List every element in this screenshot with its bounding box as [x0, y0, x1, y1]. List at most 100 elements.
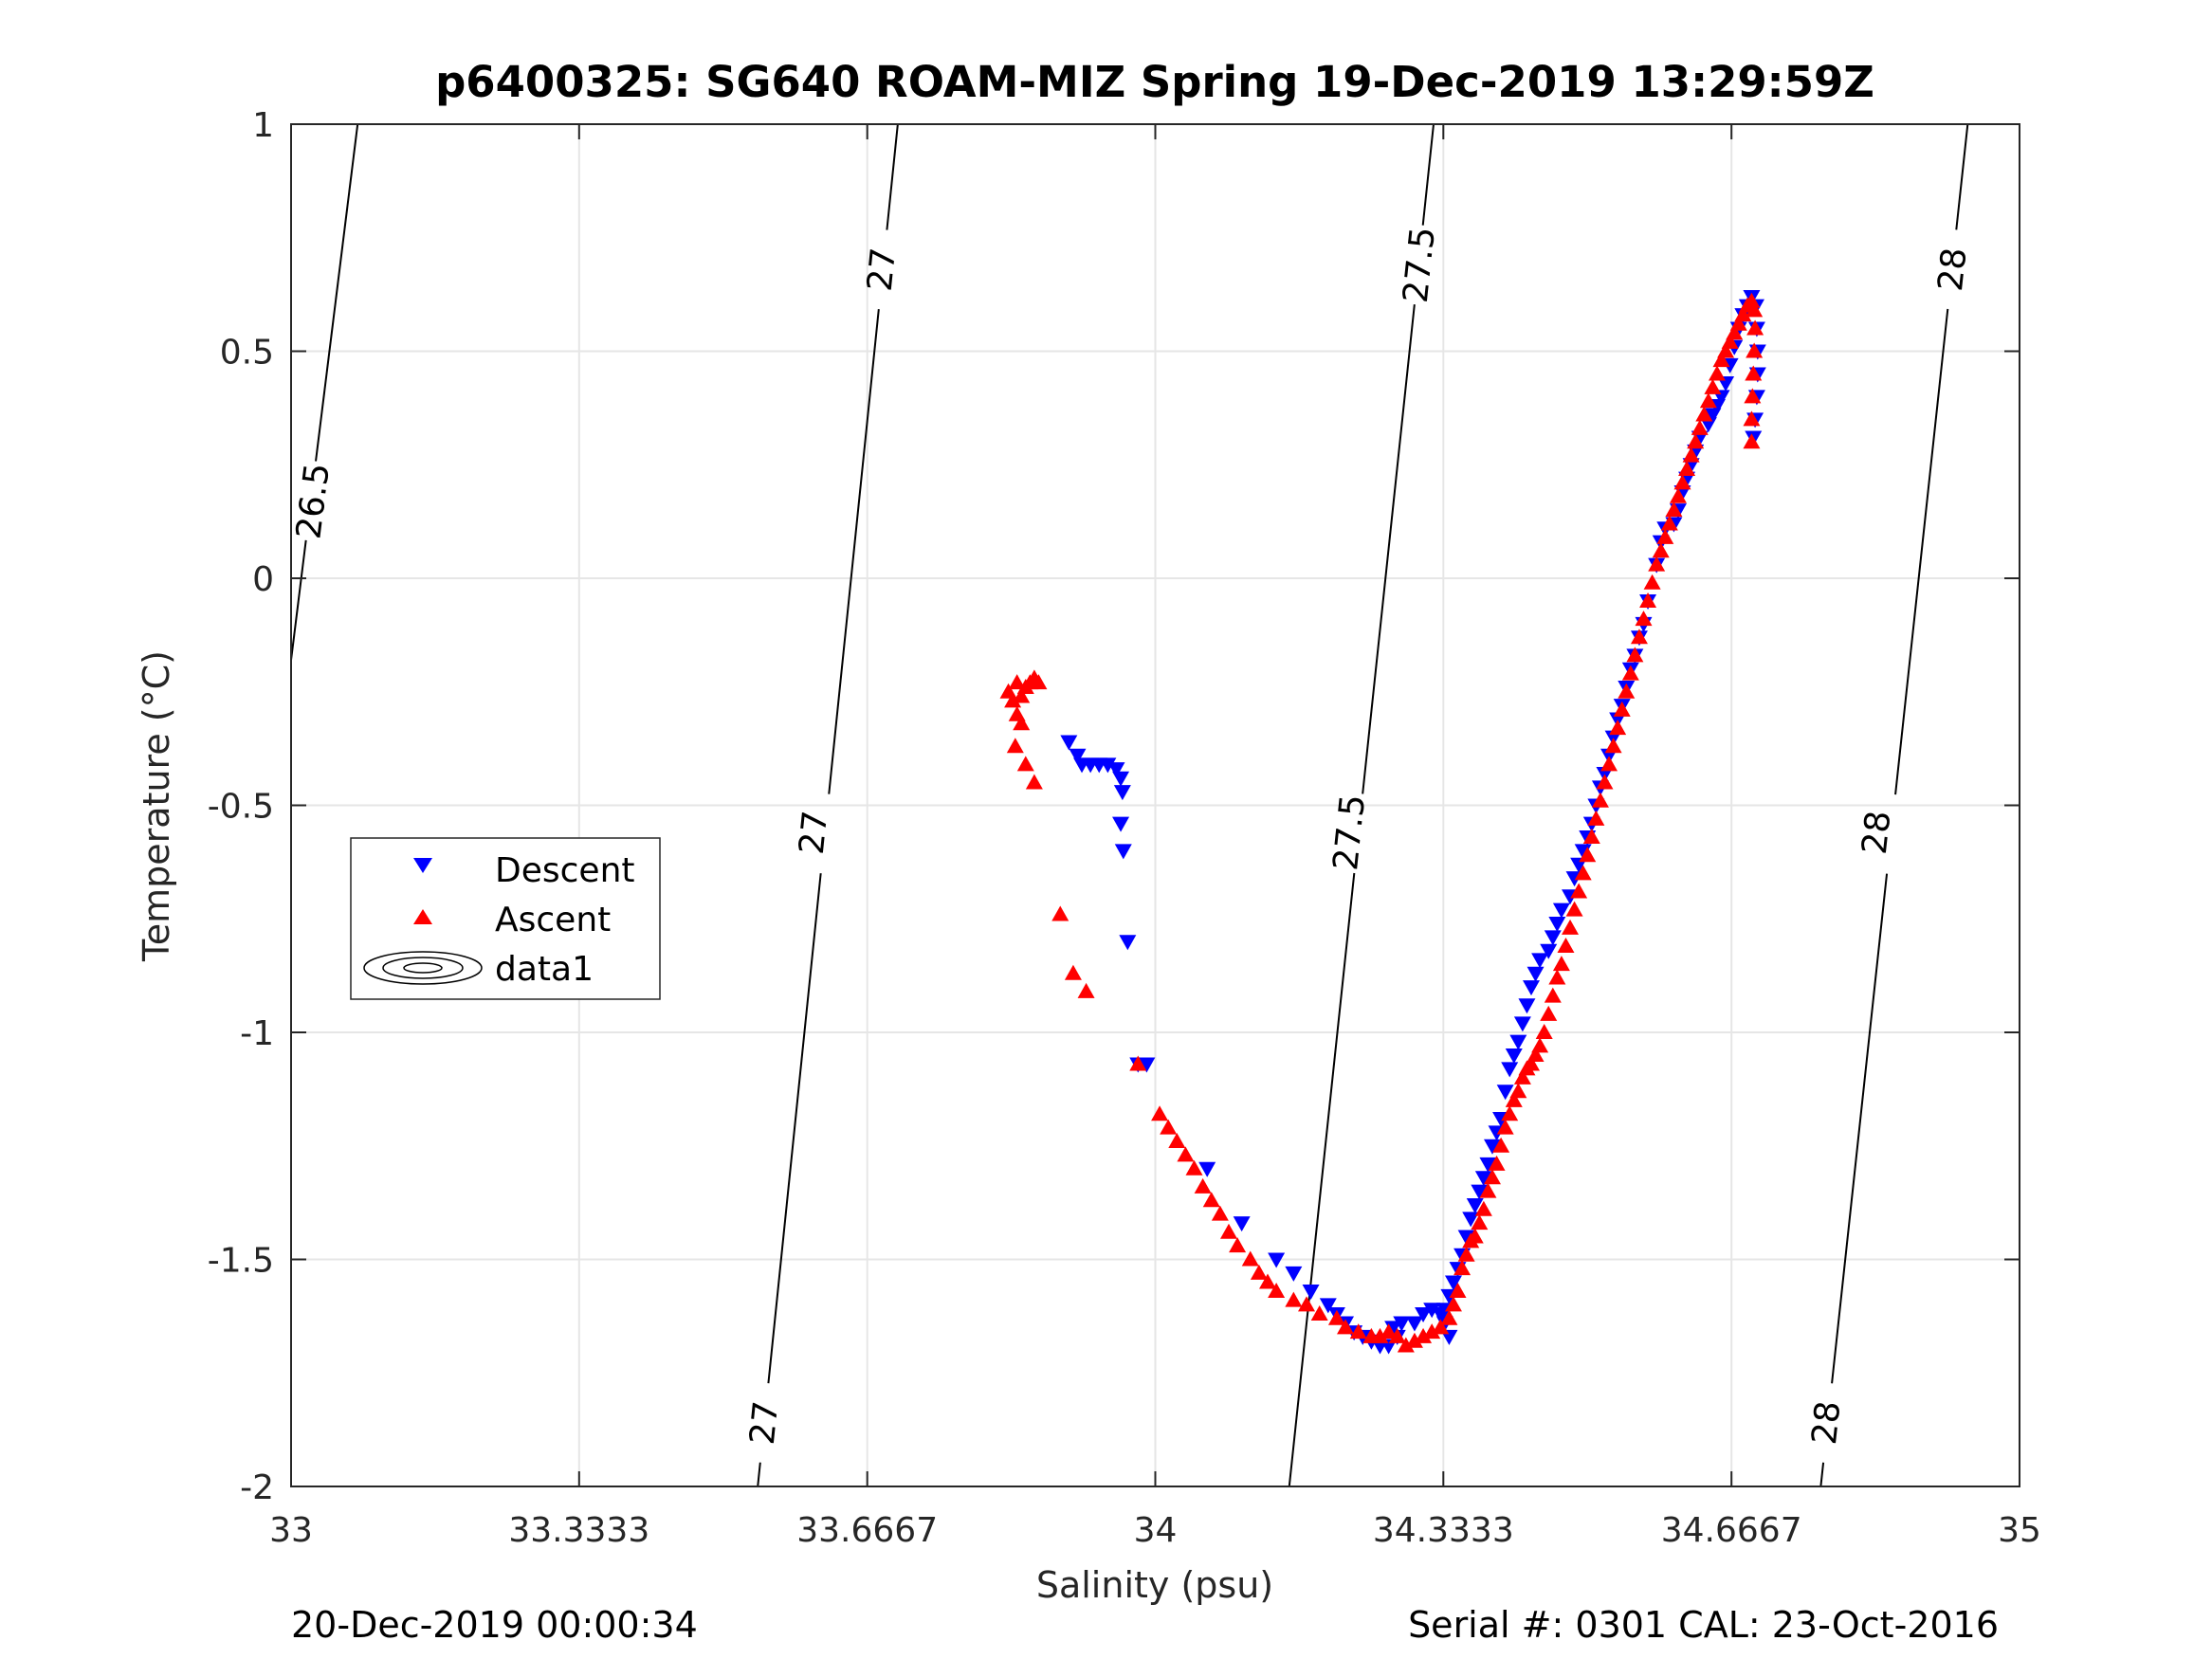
ascent-point: [1579, 847, 1597, 863]
ascent-point: [1241, 1250, 1259, 1267]
ascent-point: [1004, 692, 1022, 708]
ascent-point: [1691, 419, 1709, 435]
ascent-point: [1695, 406, 1713, 422]
x-tick-label: 34.6667: [1661, 1511, 1802, 1550]
descent-point: [1060, 735, 1078, 751]
descent-point: [1544, 930, 1562, 946]
ascent-point: [1471, 1214, 1489, 1231]
density-contours: 26.5 27 27 27 27.5 27.5 28 28 28: [289, 123, 1975, 1487]
isopycnal-line: [1819, 1462, 1825, 1487]
ascent-point: [1626, 647, 1644, 663]
ascent-point: [1639, 592, 1657, 608]
ascent-point: [1466, 1228, 1484, 1244]
ascent-point: [1743, 292, 1761, 308]
isopycnal-label: 27: [743, 1399, 786, 1447]
ascent-point: [1582, 829, 1600, 845]
ascent-point: [1025, 774, 1043, 790]
ascent-point: [1721, 333, 1739, 349]
ascent-point: [1013, 687, 1031, 703]
descent-point: [1479, 1157, 1497, 1173]
isopycnal-line: [290, 539, 307, 661]
x-tick-label: 33.6667: [796, 1511, 938, 1550]
descent-point: [1496, 1085, 1514, 1101]
descent-point: [1444, 1275, 1462, 1291]
ascent-point: [1621, 665, 1639, 681]
x-tick-label: 35: [1998, 1511, 2041, 1550]
ascent-point: [1177, 1146, 1195, 1162]
ascent-point: [1743, 433, 1761, 449]
ascent-point: [1635, 611, 1653, 627]
descent-point: [1474, 1171, 1492, 1187]
ascent-point: [1682, 447, 1700, 463]
ascent-point: [1548, 969, 1566, 985]
ascent-point: [1444, 1296, 1462, 1312]
descent-point: [1501, 1062, 1519, 1078]
ascent-point: [1596, 774, 1614, 790]
ascent-point: [1474, 1200, 1492, 1216]
ascent-point: [1064, 964, 1082, 980]
x-tick-label: 34: [1134, 1511, 1178, 1550]
isopycnal-line: [1894, 308, 1949, 795]
descent-point: [1119, 935, 1137, 951]
ascent-point: [1746, 319, 1764, 336]
descent-point: [1526, 966, 1545, 982]
ascent-point: [1712, 352, 1730, 368]
ascent-point: [1310, 1304, 1328, 1321]
ascent-point: [1687, 433, 1705, 449]
ascent-point: [1006, 738, 1024, 754]
ascent-point: [1570, 883, 1588, 899]
ascent-point: [1211, 1205, 1229, 1221]
descent-point: [1466, 1198, 1484, 1214]
ascent-point: [1160, 1119, 1178, 1135]
ascent-point: [1250, 1264, 1268, 1280]
chart-title: p6400325: SG640 ROAM-MIZ Spring 19-Dec-2…: [435, 57, 1874, 107]
ascent-point: [1505, 1091, 1523, 1107]
ascent-point: [1298, 1296, 1316, 1312]
ascent-point: [1380, 1323, 1398, 1340]
ascent-point: [1397, 1337, 1415, 1353]
ascent-point: [1349, 1323, 1367, 1340]
ascent-point: [1285, 1291, 1303, 1307]
descent-point: [1552, 902, 1570, 919]
isopycnal-line: [1421, 123, 1435, 226]
isopycnal-label: 27: [861, 246, 904, 293]
ascent-point: [1016, 756, 1034, 772]
isopycnal-label: 27: [793, 809, 835, 856]
y-tick-label: -1.5: [208, 1242, 274, 1281]
data-marks: [999, 290, 1766, 1355]
grid: [291, 124, 2020, 1486]
ascent-point: [1513, 1068, 1531, 1085]
ascent-point: [1609, 720, 1627, 736]
ascent-point: [1746, 301, 1764, 318]
y-tick-label: 0: [252, 560, 274, 599]
ascent-point: [1678, 461, 1696, 477]
ascent-point: [1229, 1237, 1247, 1253]
ascent-point: [1745, 365, 1763, 381]
descent-point: [1393, 1316, 1411, 1332]
descent-point: [1548, 917, 1566, 933]
ascent-point: [1151, 1105, 1169, 1121]
ascent-point: [1509, 1083, 1527, 1099]
plot-area: 26.5 27 27 27 27.5 27.5 28 28 28 33 33.3333 33.666…: [208, 106, 2041, 1550]
ascent-point: [1008, 674, 1026, 690]
ascent-point: [1496, 1119, 1514, 1135]
isopycnal-line: [315, 123, 359, 462]
isopycnal-line: [1288, 872, 1356, 1487]
x-tick-label: 33: [269, 1511, 313, 1550]
descent-point: [1415, 1306, 1433, 1322]
legend-descent-label: Descent: [495, 851, 635, 890]
descent-point: [1112, 816, 1130, 832]
descent-point: [1471, 1184, 1489, 1200]
isopycnal-label: 28: [1856, 809, 1899, 856]
legend-ascent-label: Ascent: [495, 901, 611, 939]
descent-point: [1531, 953, 1549, 969]
ascent-point: [1488, 1155, 1506, 1171]
ascent-point: [1168, 1132, 1186, 1148]
ascent-point: [1483, 1169, 1501, 1185]
ascent-point: [1743, 410, 1761, 427]
ascent-point: [1013, 715, 1031, 731]
isopycnal-label: 28: [1805, 1399, 1849, 1447]
ascent-point: [1557, 937, 1575, 953]
descent-point: [1198, 1161, 1216, 1177]
ascent-point: [1457, 1246, 1475, 1262]
